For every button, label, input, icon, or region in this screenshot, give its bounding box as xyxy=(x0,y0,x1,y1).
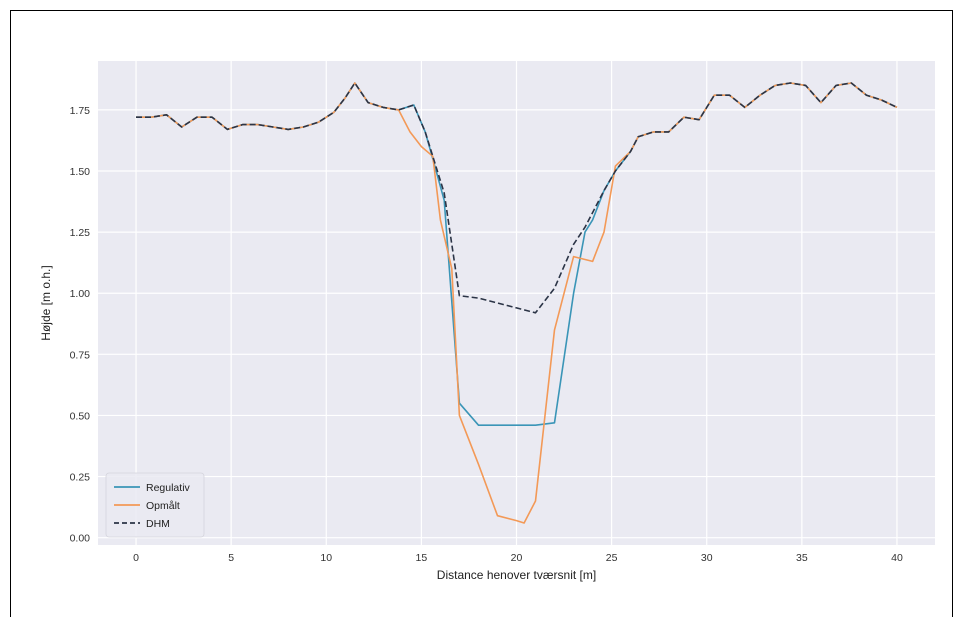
x-tick-labels: 0 5 10 15 20 25 30 35 40 xyxy=(133,552,903,564)
x-tick-label: 30 xyxy=(701,552,713,564)
y-tick-label: 1.50 xyxy=(70,166,91,178)
x-tick-label: 40 xyxy=(891,552,903,564)
y-tick-label: 0.50 xyxy=(70,410,91,422)
x-tick-label: 20 xyxy=(511,552,523,564)
series-layer xyxy=(136,82,898,524)
line-chart: 0 5 10 15 20 25 30 35 40 0.00 0.25 0.50 0.75 1.00 1.2… xyxy=(39,61,935,582)
y-tick-label: 0.25 xyxy=(70,472,91,484)
series-line-dhm xyxy=(136,82,898,314)
legend-label-dhm: DHM xyxy=(146,518,170,530)
x-tick-label: 0 xyxy=(133,552,139,564)
y-tick-label: 1.00 xyxy=(70,288,91,300)
legend-label-regulativ: Regulativ xyxy=(146,482,191,494)
x-tick-label: 10 xyxy=(320,552,332,564)
figure-frame: 0 5 10 15 20 25 30 35 40 0.00 0.25 0.50 0.75 1.00 1.2… xyxy=(10,10,953,617)
x-axis-title: Distance henover tværsnit [m] xyxy=(437,568,596,582)
x-tick-label: 35 xyxy=(796,552,808,564)
x-tick-label: 25 xyxy=(606,552,618,564)
y-tick-label: 1.75 xyxy=(70,105,91,117)
legend: Regulativ Opmålt DHM xyxy=(105,472,205,538)
y-tick-label: 1.25 xyxy=(70,227,91,239)
legend-box xyxy=(105,472,205,538)
x-tick-label: 15 xyxy=(416,552,428,564)
y-tick-label: 0.75 xyxy=(70,349,91,361)
y-tick-label: 0.00 xyxy=(70,533,91,545)
y-tick-labels: 0.00 0.25 0.50 0.75 1.00 1.25 1.50 1.75 xyxy=(70,105,91,545)
legend-label-opmalt: Opmålt xyxy=(146,500,180,512)
grid-lines xyxy=(98,61,935,545)
x-tick-label: 5 xyxy=(228,552,234,564)
y-axis-title: Højde [m o.h.] xyxy=(39,265,53,340)
